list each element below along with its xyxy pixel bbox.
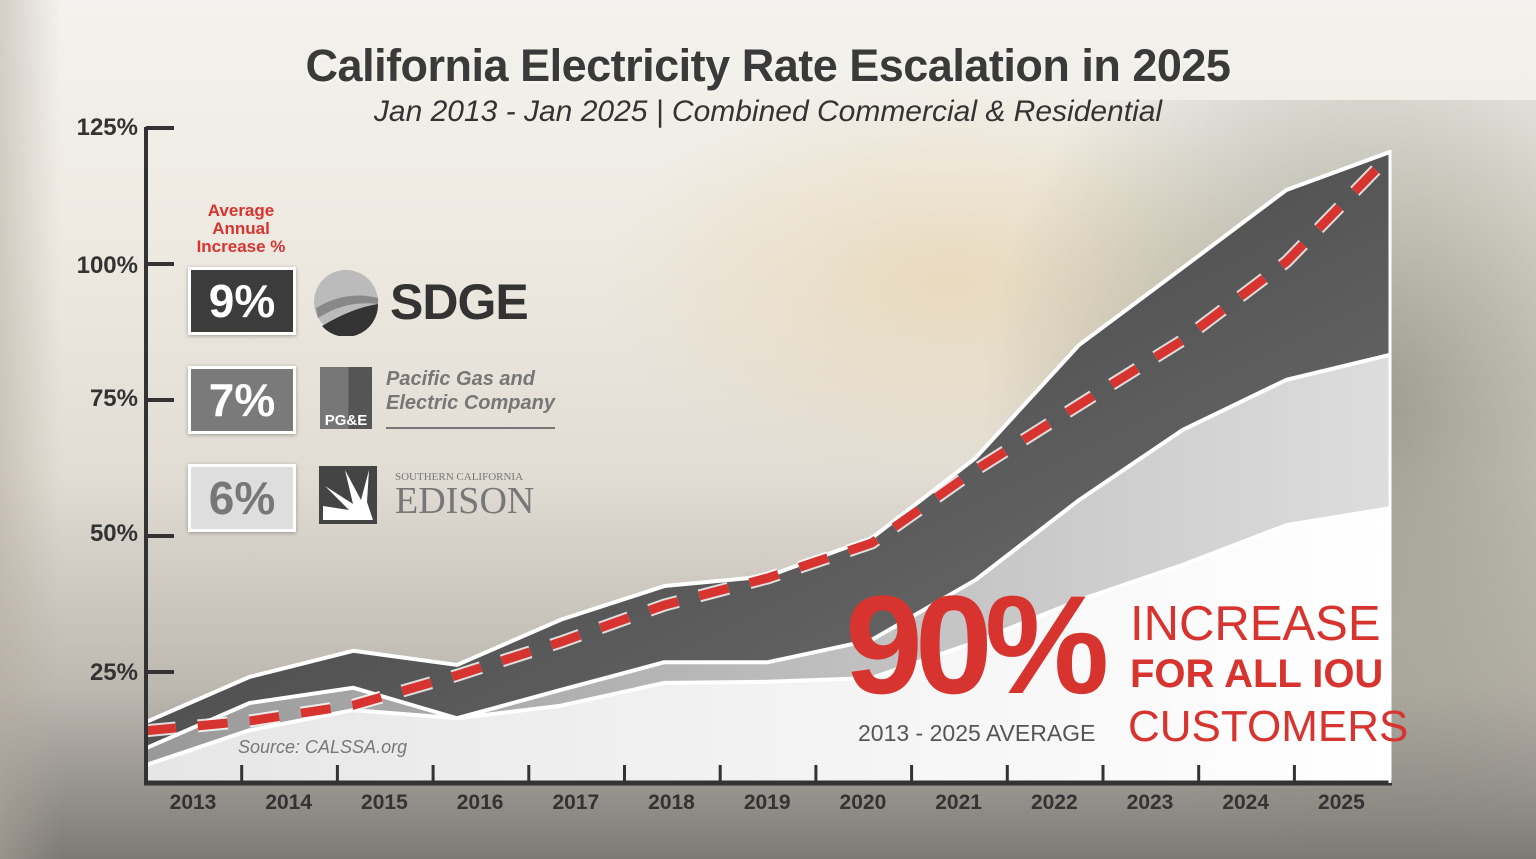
sdge-logo: SDGE bbox=[312, 268, 529, 336]
x-tick-label: 2019 bbox=[743, 791, 791, 814]
background-building bbox=[0, 0, 60, 859]
sdge-logo-text: SDGE bbox=[390, 274, 529, 330]
x-tick-label: 2017 bbox=[552, 791, 600, 814]
sce-sunburst-icon bbox=[319, 466, 377, 524]
callout-percent: 90% bbox=[845, 566, 1109, 723]
legend-heading: Average Annual Increase % bbox=[196, 201, 286, 256]
chart-title: California Electricity Rate Escalation i… bbox=[305, 40, 1231, 91]
sce-area bbox=[146, 508, 1390, 783]
sdge-percent-box: 9% bbox=[188, 267, 296, 335]
chart-subtitle: Jan 2013 - Jan 2025 | Combined Commercia… bbox=[373, 95, 1163, 128]
pge-percent-box: 7% bbox=[188, 366, 296, 434]
pge-line bbox=[145, 352, 1391, 750]
callout-line1: INCREASE bbox=[1130, 597, 1381, 651]
average-line bbox=[145, 152, 1394, 736]
x-tick-label: 2016 bbox=[456, 791, 504, 814]
sdge-globe-icon bbox=[314, 270, 379, 336]
x-tick-label: 2015 bbox=[361, 791, 408, 814]
y-tick-label: 125% bbox=[76, 114, 138, 141]
x-tick-label: 2014 bbox=[265, 791, 313, 814]
pge-logo: PG&E Pacific Gas and Electric Company bbox=[320, 367, 555, 429]
sce-logo: SOUTHERN CALIFORNIA EDISON bbox=[319, 466, 534, 524]
x-tick-label: 2020 bbox=[839, 791, 887, 814]
y-tick-label: 25% bbox=[89, 659, 138, 686]
y-tick-label: 100% bbox=[76, 252, 138, 279]
pge-logo-line1: Pacific Gas and bbox=[386, 368, 535, 390]
x-tick-label: 2025 bbox=[1318, 791, 1365, 814]
sce-percent-box: 6% bbox=[188, 464, 296, 532]
x-tick-label: 2013 bbox=[169, 791, 217, 814]
pge-logo-line2: Electric Company bbox=[386, 392, 555, 414]
callout-range: 2013 - 2025 AVERAGE bbox=[858, 720, 1096, 746]
x-tick-label: 2018 bbox=[648, 791, 695, 814]
x-tick-label: 2021 bbox=[935, 791, 982, 814]
sce-logo-small-text: SOUTHERN CALIFORNIA bbox=[395, 471, 524, 483]
callout-line3: CUSTOMERS bbox=[1128, 702, 1409, 751]
x-tick-label: 2022 bbox=[1030, 791, 1078, 814]
y-tick-label: 75% bbox=[89, 385, 138, 412]
callout-line2: FOR ALL IOU bbox=[1130, 652, 1384, 696]
x-tick-label: 2023 bbox=[1126, 791, 1174, 814]
y-tick-label: 50% bbox=[89, 520, 138, 547]
pge-logo-mark: PG&E bbox=[320, 367, 372, 429]
sce-logo-text: EDISON bbox=[395, 480, 535, 522]
source-note: Source: CALSSA.org bbox=[238, 737, 408, 757]
x-tick-label: 2024 bbox=[1222, 791, 1270, 814]
